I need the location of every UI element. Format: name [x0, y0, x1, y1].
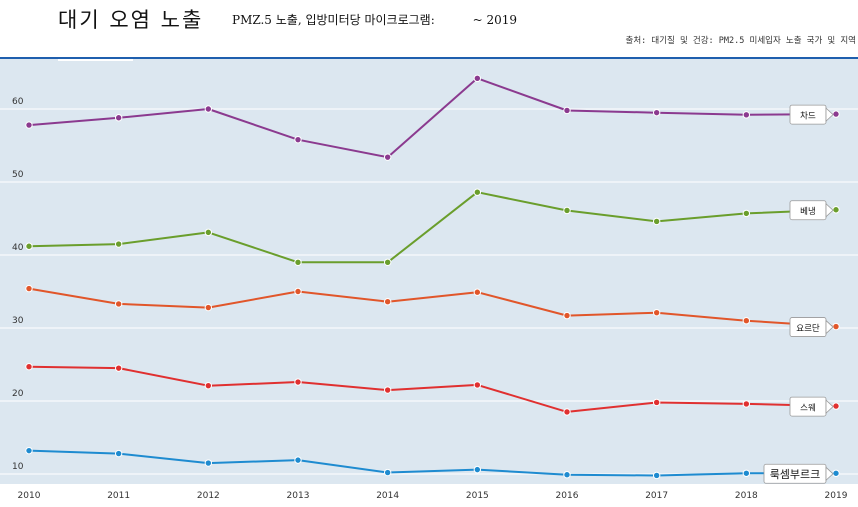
series-line — [28, 191, 837, 264]
series-label-text: 요르단 — [796, 323, 820, 334]
data-point — [563, 408, 571, 416]
data-point — [204, 303, 213, 312]
x-tick-label: 2018 — [735, 491, 758, 501]
series-label-text: 룩셈부르크 — [770, 468, 821, 481]
data-point — [473, 74, 482, 83]
data-point — [294, 135, 302, 144]
data-point — [204, 459, 213, 467]
subtitle-range: ~ 2019 — [472, 13, 518, 27]
series-label: 베냉 — [789, 200, 834, 221]
series-line — [28, 287, 837, 328]
data-point — [294, 378, 302, 386]
y-tick-label: 60 — [12, 97, 24, 107]
data-point — [652, 108, 661, 117]
series-label-pointer — [825, 202, 834, 218]
data-point — [832, 469, 840, 477]
data-point — [114, 364, 123, 372]
y-tick-label: 10 — [12, 462, 24, 472]
series-label-text: 스웨 — [800, 403, 816, 414]
data-point — [25, 362, 33, 371]
data-point — [114, 240, 123, 248]
x-tick-label: 2017 — [645, 491, 668, 501]
series-label-pointer — [825, 319, 834, 335]
header-tab — [58, 59, 133, 61]
series-label-pointer — [825, 107, 834, 123]
data-point — [742, 111, 751, 119]
data-point — [832, 206, 840, 214]
data-point — [25, 121, 33, 129]
y-tick-label: 40 — [12, 243, 24, 253]
chart-subtitle: PMZ.5 노출, 입방미터당 마이크로그램: ~ 2019 — [232, 11, 517, 28]
data-point — [832, 322, 840, 331]
data-point — [563, 311, 571, 320]
data-point — [25, 446, 33, 455]
series-label-text: 차드 — [800, 112, 816, 122]
chart-title: 대기 오염 노출 — [58, 8, 204, 32]
series-label-pointer — [825, 399, 834, 415]
data-point — [473, 381, 482, 389]
data-point — [114, 300, 123, 308]
data-point — [742, 317, 751, 325]
data-point — [832, 402, 840, 410]
x-tick-label: 2012 — [197, 491, 220, 501]
series-line — [28, 449, 836, 477]
plot-background — [0, 59, 858, 484]
subtitle-text: PMZ.5 노출, 입방미터당 마이크로그램: — [232, 13, 435, 27]
data-point — [563, 206, 571, 215]
data-point — [383, 153, 392, 161]
data-point — [742, 209, 751, 218]
data-point — [383, 386, 392, 394]
data-point — [383, 298, 392, 306]
series-label-pointer — [825, 466, 834, 482]
x-tick-label: 2011 — [107, 491, 130, 501]
series-label: 스웨 — [789, 396, 834, 417]
data-point — [294, 456, 302, 464]
data-point — [114, 114, 123, 122]
data-point — [114, 449, 123, 458]
data-point — [742, 469, 751, 477]
x-tick-label: 2010 — [18, 491, 41, 501]
series-label: 요르단 — [789, 317, 834, 337]
x-tick-label: 2016 — [556, 491, 579, 501]
data-point — [25, 242, 33, 250]
chart-source: 출처: 대기질 및 건강: PM2.5 미세입자 노출 국가 및 지역 — [625, 36, 856, 46]
series-line — [28, 77, 837, 159]
data-point — [473, 465, 482, 474]
data-point — [832, 110, 840, 118]
y-tick-label: 50 — [12, 170, 24, 180]
data-point — [25, 284, 33, 293]
x-tick-label: 2014 — [376, 491, 399, 501]
data-point — [473, 288, 482, 296]
y-tick-label: 30 — [12, 316, 24, 326]
series-label: 룩셈부르크 — [763, 463, 834, 484]
data-point — [563, 471, 571, 479]
x-tick-label: 2019 — [825, 491, 848, 501]
data-point — [204, 228, 213, 237]
x-tick-label: 2013 — [287, 491, 310, 501]
data-point — [652, 471, 661, 480]
data-point — [652, 217, 661, 226]
data-point — [473, 188, 482, 196]
data-point — [383, 468, 392, 477]
data-point — [652, 398, 661, 407]
data-point — [383, 258, 392, 267]
data-point — [652, 308, 661, 317]
series-label: 차드 — [789, 104, 834, 125]
y-tick-label: 20 — [12, 389, 24, 399]
data-point — [563, 106, 571, 115]
data-point — [204, 105, 213, 113]
series-line — [28, 365, 837, 413]
data-point — [294, 258, 302, 267]
data-point — [204, 381, 213, 390]
data-point — [742, 400, 751, 408]
x-tick-label: 2015 — [466, 491, 489, 501]
header-rule — [0, 57, 858, 59]
line-chart: 10 20 30 40 50 60 2010 2011 2012 2013 2014 2015 2016… — [0, 59, 858, 501]
data-point — [294, 287, 302, 296]
series-label-text: 베냉 — [800, 206, 816, 217]
